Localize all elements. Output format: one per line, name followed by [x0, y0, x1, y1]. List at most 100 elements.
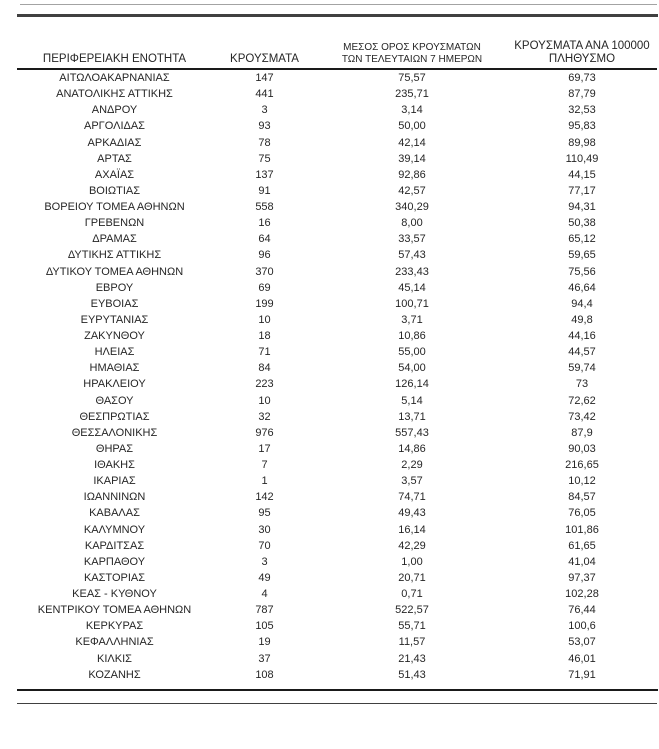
- cases-cell: 787: [255, 604, 274, 617]
- cases-cell: 441: [255, 88, 274, 101]
- per-100k-cell: 94,31: [568, 201, 596, 213]
- per-100k-cell: 59,74: [568, 362, 596, 375]
- per-100k-cell: 90,03: [568, 442, 596, 455]
- per-100k-cell: 77,17: [568, 184, 596, 197]
- cases-cell: 95: [258, 507, 271, 520]
- avg-7day-cell: 55,00: [398, 346, 426, 359]
- region-cell: ΖΑΚΥΝΘΟΥ: [84, 330, 145, 342]
- cases-cell: 32: [258, 410, 271, 423]
- column-header-per-100k-line2: ΠΛΗΘΥΣΜΟ: [548, 53, 616, 65]
- avg-7day-cell: 51,43: [398, 668, 426, 681]
- per-100k-cell: 100,6: [568, 620, 596, 633]
- per-100k-cell: 76,44: [568, 604, 596, 617]
- table-row: ΒΟΡΕΙΟΥ ΤΟΜΕΑ ΑΘΗΝΩΝ 558 340,29 94,31: [17, 199, 657, 215]
- region-cell: ΔΡΑΜΑΣ: [92, 233, 137, 246]
- table-row: ΑΧΑΪΑΣ 137 92,86 44,15: [17, 167, 657, 183]
- region-cell: ΚΑΡΠΑΘΟΥ: [83, 555, 146, 568]
- avg-7day-cell: 3,71: [401, 313, 423, 326]
- region-cell: ΒΟΡΕΙΟΥ ΤΟΜΕΑ ΑΘΗΝΩΝ: [44, 201, 185, 213]
- avg-7day-cell: 21,43: [398, 652, 426, 665]
- avg-7day-cell: 42,29: [398, 539, 426, 552]
- column-header-cases: ΚΡΟΥΣΜΑΤΑ: [212, 40, 317, 70]
- per-100k-cell: 49,8: [571, 313, 593, 326]
- cases-cell: 370: [255, 265, 274, 278]
- avg-7day-cell: 0,71: [401, 588, 423, 600]
- per-100k-cell: 50,38: [568, 217, 596, 230]
- region-cell: ΘΗΡΑΣ: [95, 442, 134, 455]
- column-header-avg-7day-line1: ΜΕΣΟΣ ΟΡΟΣ ΚΡΟΥΣΜΑΤΩΝ: [343, 42, 481, 53]
- cases-cell: 30: [258, 523, 271, 536]
- per-100k-cell: 75,56: [568, 265, 596, 278]
- cases-cell: 3: [261, 555, 268, 568]
- column-header-per-100k-line1: ΚΡΟΥΣΜΑΤΑ ΑΝΑ 100000: [514, 40, 650, 52]
- top-thin-rule: [20, 4, 657, 5]
- column-header-region-label: ΠΕΡΙΦΕΡΕΙΑΚΗ ΕΝΟΤΗΤΑ: [42, 53, 187, 65]
- table-row: ΑΡΤΑΣ 75 39,14 110,49: [17, 151, 657, 167]
- avg-7day-cell: 45,14: [398, 281, 426, 294]
- region-cell: ΑΡΚΑΔΙΑΣ: [87, 136, 142, 149]
- table-row: ΚΕΑΣ - ΚΥΘΝΟΥ 4 0,71 102,28: [17, 586, 657, 602]
- region-cell: ΚΕΑΣ - ΚΥΘΝΟΥ: [72, 588, 157, 600]
- table-row: ΘΕΣΣΑΛΟΝΙΚΗΣ 976 557,43 87,9: [17, 425, 657, 441]
- cases-cell: 10: [258, 394, 271, 407]
- region-cell: ΚΕΡΚΥΡΑΣ: [85, 620, 144, 633]
- table-row: ΚΑΒΑΛΑΣ 95 49,43 76,05: [17, 505, 657, 521]
- footer-rule: [17, 703, 657, 704]
- table-row: ΗΡΑΚΛΕΙΟΥ 223 126,14 73: [17, 376, 657, 392]
- cases-cell: 71: [258, 346, 271, 359]
- region-cell: ΔΥΤΙΚΗΣ ΑΤΤΙΚΗΣ: [67, 249, 162, 262]
- table-row: ΘΗΡΑΣ 17 14,86 90,03: [17, 441, 657, 457]
- avg-7day-cell: 92,86: [398, 168, 426, 181]
- cases-cell: 147: [255, 72, 274, 84]
- table-row: ΒΟΙΩΤΙΑΣ 91 42,57 77,17: [17, 183, 657, 199]
- cases-cell: 93: [258, 120, 271, 133]
- region-cell: ΑΡΓΟΛΙΔΑΣ: [84, 120, 145, 133]
- avg-7day-cell: 233,43: [395, 265, 429, 278]
- cases-cell: 70: [258, 539, 271, 552]
- per-100k-cell: 44,57: [568, 346, 596, 359]
- avg-7day-cell: 14,86: [398, 442, 426, 455]
- table-row: ΑΙΤΩΛΟΑΚΑΡΝΑΝΙΑΣ 147 75,57 69,73: [17, 69, 657, 86]
- cases-cell: 10: [258, 313, 271, 326]
- avg-7day-cell: 50,00: [398, 120, 426, 133]
- table-row: ΚΕΡΚΥΡΑΣ 105 55,71 100,6: [17, 618, 657, 634]
- per-100k-cell: 72,62: [568, 394, 596, 407]
- per-100k-cell: 102,28: [565, 588, 599, 600]
- avg-7day-cell: 5,14: [401, 394, 423, 407]
- per-100k-cell: 73: [575, 378, 589, 391]
- region-cell: ΙΩΑΝΝΙΝΩΝ: [83, 491, 146, 504]
- cases-cell: 69: [258, 281, 271, 294]
- per-100k-cell: 73,42: [568, 410, 596, 423]
- cases-cell: 199: [255, 297, 274, 310]
- cases-cell: 64: [258, 233, 271, 246]
- table-row: ΚΟΖΑΝΗΣ 108 51,43 71,91: [17, 667, 657, 683]
- avg-7day-cell: 126,14: [395, 378, 429, 391]
- per-100k-cell: 87,79: [568, 88, 596, 101]
- table-row: ΚΑΡΠΑΘΟΥ 3 1,00 41,04: [17, 554, 657, 570]
- avg-7day-cell: 42,14: [398, 136, 426, 149]
- avg-7day-cell: 20,71: [398, 571, 426, 584]
- table-header: ΠΕΡΙΦΕΡΕΙΑΚΗ ΕΝΟΤΗΤΑ ΚΡΟΥΣΜΑΤΑ ΜΕΣΟΣ ΟΡΟ…: [17, 40, 657, 70]
- column-header-avg-7day: ΜΕΣΟΣ ΟΡΟΣ ΚΡΟΥΣΜΑΤΩΝ ΤΩΝ ΤΕΛΕΥΤΑΙΩΝ 7 Η…: [317, 40, 507, 70]
- cases-cell: 49: [258, 571, 271, 584]
- region-cell: ΑΝΔΡΟΥ: [91, 104, 138, 117]
- avg-7day-cell: 75,57: [398, 72, 426, 84]
- region-cell: ΘΕΣΠΡΩΤΙΑΣ: [79, 410, 150, 423]
- per-100k-cell: 41,04: [568, 555, 596, 568]
- per-100k-cell: 65,12: [568, 233, 596, 246]
- avg-7day-cell: 235,71: [395, 88, 429, 101]
- table-row: ΖΑΚΥΝΘΟΥ 18 10,86 44,16: [17, 328, 657, 344]
- avg-7day-cell: 100,71: [395, 297, 429, 310]
- region-cell: ΚΑΣΤΟΡΙΑΣ: [83, 571, 146, 584]
- region-cell: ΑΡΤΑΣ: [97, 152, 132, 165]
- avg-7day-cell: 340,29: [395, 201, 429, 213]
- cases-cell: 137: [255, 168, 274, 181]
- table-row: ΕΥΡΥΤΑΝΙΑΣ 10 3,71 49,8: [17, 312, 657, 328]
- cases-cell: 142: [255, 491, 274, 504]
- per-100k-cell: 61,65: [568, 539, 596, 552]
- cases-cell: 17: [258, 442, 271, 455]
- avg-7day-cell: 55,71: [398, 620, 426, 633]
- header-row: ΠΕΡΙΦΕΡΕΙΑΚΗ ΕΝΟΤΗΤΑ ΚΡΟΥΣΜΑΤΑ ΜΕΣΟΣ ΟΡΟ…: [17, 40, 657, 70]
- table-row: ΚΑΣΤΟΡΙΑΣ 49 20,71 97,37: [17, 570, 657, 586]
- table-row: ΚΑΡΔΙΤΣΑΣ 70 42,29 61,65: [17, 538, 657, 554]
